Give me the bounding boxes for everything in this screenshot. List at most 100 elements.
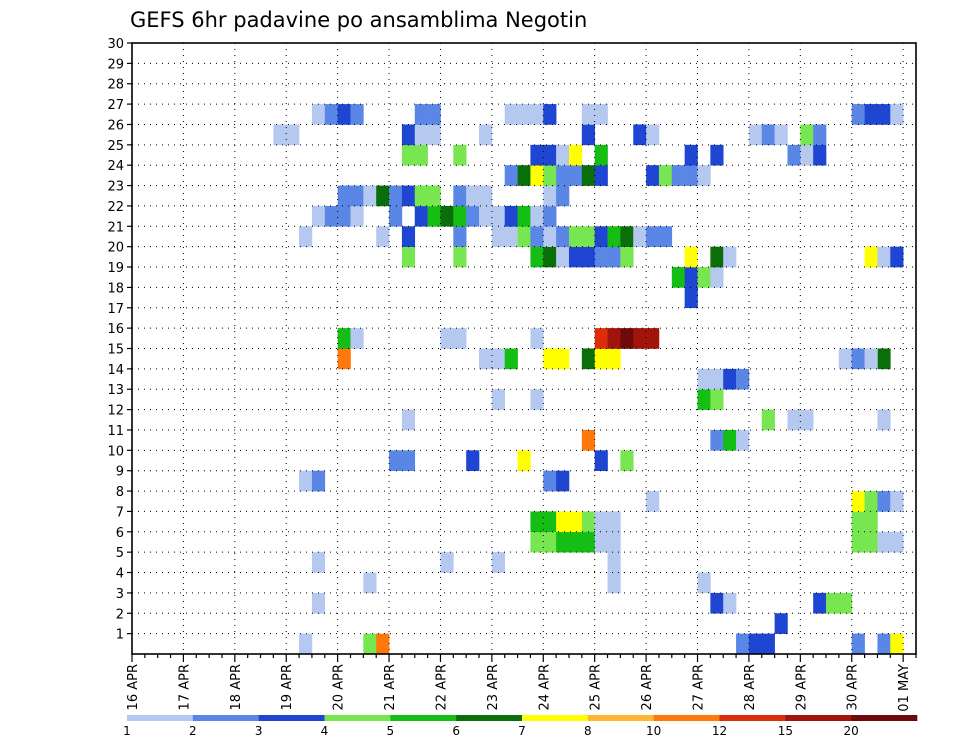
heatmap-cell [556, 531, 570, 553]
heatmap-cell [453, 185, 467, 207]
heatmap-cell [658, 165, 673, 186]
heatmap-cell [466, 185, 480, 207]
heatmap-cell [787, 409, 801, 431]
heatmap-cell [607, 572, 621, 594]
heatmap-cell [710, 246, 724, 268]
heatmap-cell [864, 348, 878, 370]
heatmap-cell [607, 531, 621, 553]
x-tick-label: 22 APR [434, 664, 449, 710]
heatmap-cell [568, 144, 583, 166]
heatmap-cell [556, 226, 570, 247]
y-tick-label: 16 [107, 322, 124, 337]
heatmap-cell [299, 470, 313, 492]
heatmap-cell [543, 470, 557, 492]
heatmap-cell [337, 185, 351, 207]
heatmap-cell [517, 104, 531, 125]
y-tick-label: 8 [116, 485, 124, 500]
heatmap-cell [556, 470, 570, 492]
heatmap-cell [646, 165, 660, 186]
heatmap-cell [427, 124, 441, 146]
heatmap-cell [311, 104, 326, 125]
heatmap-cell [517, 226, 531, 247]
y-tick-label: 27 [107, 98, 124, 113]
heatmap-cell [530, 165, 544, 186]
heatmap-cell [620, 246, 634, 268]
heatmap-cell [748, 124, 763, 146]
heatmap-cell [543, 226, 557, 247]
legend-label: 3 [255, 724, 263, 738]
heatmap-cell [864, 491, 878, 512]
y-tick-label: 14 [107, 363, 124, 378]
heatmap-cell [530, 328, 544, 349]
heatmap-cell [684, 246, 698, 268]
heatmap-cell [440, 328, 454, 349]
heatmap-cell [504, 165, 518, 186]
x-axis: 16 APR 17 APR 18 APR 19 APR 20 APR 21 APR 22 A… [126, 654, 917, 712]
y-tick-label: 7 [116, 505, 124, 520]
heatmap-cell [581, 124, 595, 146]
heatmap-cell [453, 328, 467, 349]
heatmap-cell [324, 104, 338, 125]
y-tick-label: 2 [116, 607, 124, 622]
heatmap-cell [401, 124, 416, 146]
y-tick-label: 23 [107, 180, 124, 195]
y-tick-label: 22 [107, 200, 124, 215]
legend-swatch [719, 715, 786, 721]
heatmap-cell [311, 592, 326, 614]
heatmap-cell [389, 450, 403, 471]
legend-label: 12 [712, 724, 727, 738]
x-tick-label: 30 APR [846, 664, 861, 710]
heatmap-cell [414, 185, 428, 207]
heatmap-cell [376, 185, 390, 207]
y-tick-label: 26 [107, 118, 124, 133]
color-legend: 1 2 3 4 5 6 7 8 10 12 15 20 [123, 715, 918, 738]
heatmap-cell [607, 226, 621, 247]
heatmap-cell [633, 226, 647, 247]
heatmap-cell [697, 389, 711, 410]
heatmap-cell [594, 144, 608, 166]
heatmap-cell [350, 328, 364, 349]
legend-label: 5 [387, 724, 395, 738]
heatmap-cell [504, 348, 518, 370]
heatmap-cell [620, 328, 634, 349]
heatmap-cell [710, 144, 724, 166]
heatmap-cell [453, 226, 467, 247]
legend-label: 8 [584, 724, 592, 738]
heatmap-cell [607, 328, 621, 349]
legend-swatch [258, 715, 325, 721]
heatmap-cell [607, 246, 621, 268]
heatmap-cell [736, 429, 750, 451]
heatmap-cell [594, 104, 608, 125]
heatmap-cell [877, 246, 891, 268]
heatmap-cell [890, 246, 904, 268]
heatmap-cell [851, 348, 865, 370]
x-tick-label: 01 MAY [897, 664, 912, 712]
heatmap-cell [440, 552, 454, 573]
heatmap-cell [813, 124, 827, 146]
heatmap-cell [736, 368, 750, 390]
y-tick-label: 24 [107, 159, 124, 174]
heatmap-cell [594, 226, 608, 247]
heatmap-cell [684, 165, 698, 186]
heatmap-cell [646, 124, 660, 146]
y-tick-label: 25 [107, 139, 124, 154]
x-tick-label: 29 APR [794, 664, 809, 710]
heatmap-cell [774, 124, 788, 146]
heatmap-cell [658, 226, 673, 247]
legend-label: 7 [518, 724, 526, 738]
heatmap-cell [710, 389, 724, 410]
heatmap-cell [710, 429, 724, 451]
heatmap-cell [633, 124, 647, 146]
heatmap-cell [851, 491, 865, 512]
heatmap-cell [337, 328, 351, 349]
heatmap-cell [453, 144, 467, 166]
heatmap-cell [363, 633, 377, 655]
heatmap-cell [710, 267, 724, 288]
x-tick-label: 18 APR [229, 664, 244, 710]
heatmap-cell [350, 205, 364, 227]
heatmap-cell [427, 185, 441, 207]
heatmap-cell [401, 226, 416, 247]
y-tick-label: 18 [107, 281, 124, 296]
heatmap-cell [543, 531, 557, 553]
